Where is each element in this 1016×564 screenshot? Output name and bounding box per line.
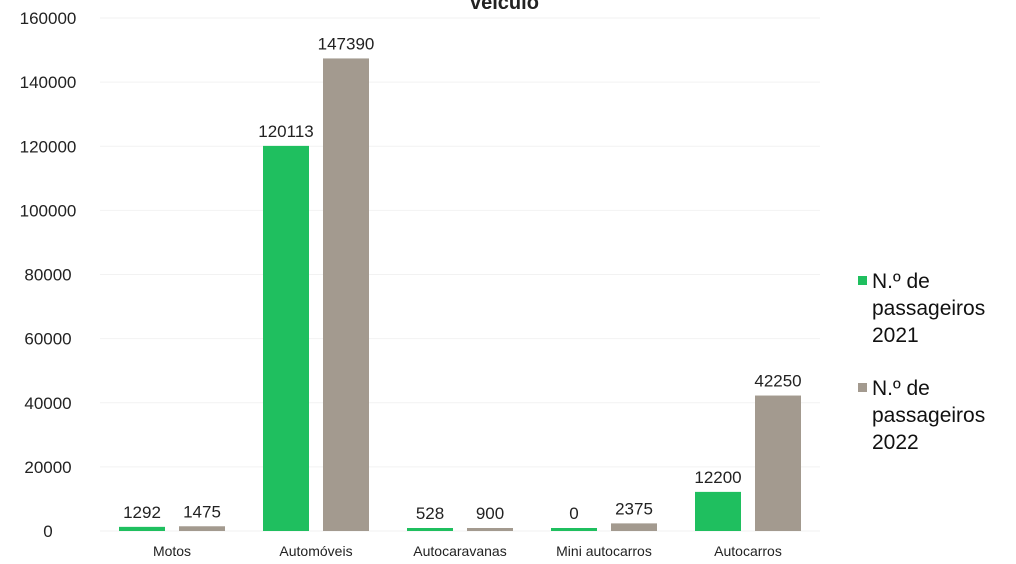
y-tick-label: 120000 — [20, 137, 77, 156]
data-labels: 1292 1475 120113 147390 528 900 0 2375 12200 4225… — [123, 34, 802, 523]
data-label: 42250 — [754, 372, 801, 391]
bars — [119, 58, 801, 531]
bar — [407, 528, 453, 531]
y-tick-label: 100000 — [20, 201, 77, 220]
data-label: 1292 — [123, 503, 161, 522]
data-label: 2375 — [615, 499, 653, 518]
bar — [611, 523, 657, 531]
y-tick-label: 40000 — [24, 394, 71, 413]
x-tick-label: Automóveis — [279, 543, 352, 559]
y-axis-ticks: 0 20000 40000 60000 80000 100000 120000 140000 1… — [20, 9, 77, 541]
data-label: 120113 — [258, 122, 313, 141]
bar — [263, 145, 309, 531]
bar — [755, 395, 801, 531]
bar-chart: 0 20000 40000 60000 80000 100000 120000 140000 1… — [20, 9, 820, 559]
x-tick-label: Autocarros — [714, 543, 782, 559]
data-label: 1475 — [183, 502, 221, 521]
data-label: 900 — [476, 504, 504, 523]
y-tick-label: 0 — [43, 522, 52, 541]
bar — [551, 528, 597, 531]
legend-label-2022: N.º de passageiros 2022 — [872, 377, 986, 454]
bar — [323, 58, 369, 531]
x-tick-label: Autocaravanas — [413, 543, 506, 559]
bar — [467, 528, 513, 531]
chart-title: veículo — [470, 0, 539, 14]
legend: N.º de passageiros 2021 N.º de passageir… — [858, 268, 1012, 482]
y-tick-label: 140000 — [20, 73, 77, 92]
legend-item-2022: N.º de passageiros 2022 — [858, 375, 1012, 456]
y-tick-label: 160000 — [20, 9, 77, 28]
bar — [179, 526, 225, 531]
data-label: 528 — [416, 504, 444, 523]
gridlines — [100, 17, 820, 532]
bar — [119, 526, 165, 531]
x-axis-labels: Motos Automóveis Autocaravanas Mini autocar… — [153, 543, 782, 559]
legend-item-2021: N.º de passageiros 2021 — [858, 268, 1012, 349]
y-tick-label: 80000 — [24, 266, 71, 285]
data-label: 0 — [569, 504, 578, 523]
x-tick-label: Mini autocarros — [556, 543, 652, 559]
y-tick-label: 60000 — [24, 330, 71, 349]
data-label: 12200 — [694, 468, 741, 487]
x-tick-label: Motos — [153, 543, 191, 559]
y-tick-label: 20000 — [24, 458, 71, 477]
bar — [695, 491, 741, 531]
legend-label-2021: N.º de passageiros 2021 — [872, 270, 986, 347]
legend-swatch-2022 — [858, 383, 867, 392]
data-label: 147390 — [318, 34, 375, 53]
legend-swatch-2021 — [858, 276, 867, 285]
